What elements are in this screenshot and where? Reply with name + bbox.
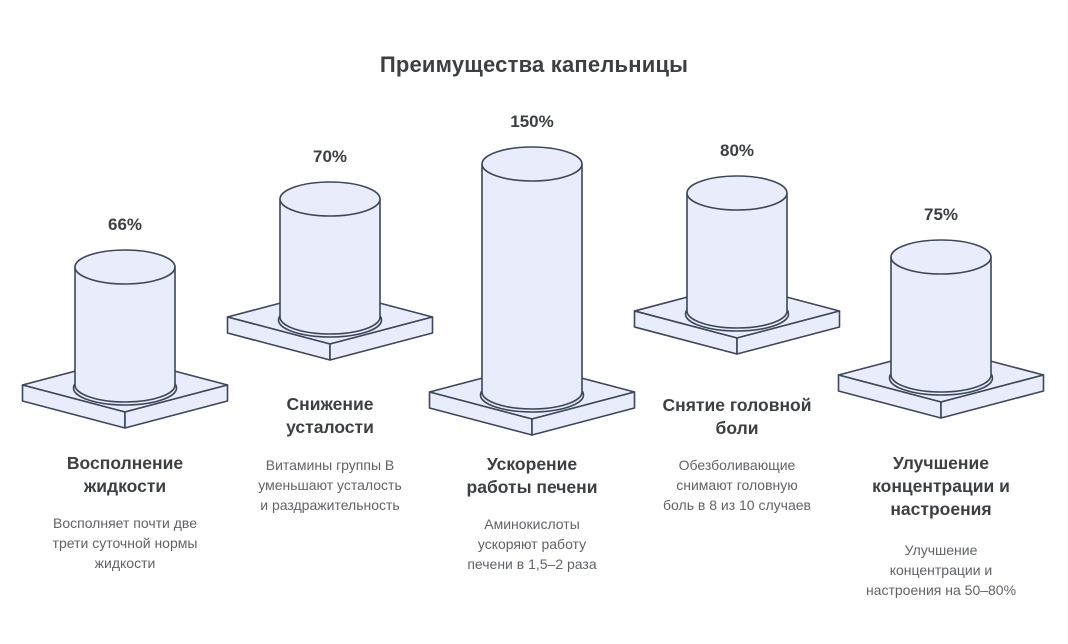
- benefit-title: Снижение усталости: [286, 394, 374, 437]
- cylinder-pedestal-figure: [632, 173, 842, 356]
- pedestal-right-face: [124, 384, 229, 429]
- pedestal-right-face: [940, 374, 1045, 419]
- cylinder-top-face: [686, 175, 788, 211]
- benefit-description: Восполняет почти две трети суточной норм…: [52, 515, 198, 571]
- cylinder-top-face: [74, 249, 176, 285]
- benefit-title: Снятие головной боли: [662, 395, 812, 438]
- cylinder-top-face: [890, 239, 992, 275]
- value-label: 150%: [510, 112, 554, 131]
- value-label: 75%: [923, 205, 959, 224]
- benefit-description: Витамины группы В уменьшают усталость и …: [258, 457, 402, 513]
- cylinder-body: [279, 198, 381, 335]
- cylinder-body: [481, 163, 583, 410]
- value-label: 70%: [312, 147, 348, 166]
- cylinder-body: [890, 256, 992, 393]
- benefit-description: Улучшение концентрации и настроения на 5…: [865, 542, 1017, 598]
- page-title: Преимущества капельницы: [379, 52, 689, 77]
- value-label: 80%: [719, 141, 755, 160]
- pedestal-right-face: [531, 391, 636, 436]
- pedestal-right-face: [736, 310, 841, 355]
- benefit-title: Улучшение концентрации и настроения: [872, 453, 1010, 519]
- benefit-description: Аминокислоты ускоряют работу печени в 1,…: [467, 516, 597, 572]
- value-label: 66%: [107, 215, 143, 234]
- cylinder-body: [74, 266, 176, 403]
- cylinder-pedestal-figure: [836, 237, 1046, 420]
- cylinder-body: [686, 192, 788, 329]
- cylinder-pedestal-figure: [20, 247, 230, 430]
- cylinder-top-face: [279, 181, 381, 217]
- cylinder-top-face: [481, 146, 583, 182]
- benefit-title: Восполнение жидкости: [66, 453, 184, 496]
- pedestal-right-face: [329, 316, 434, 361]
- cylinder-pedestal-figure: [225, 179, 435, 362]
- benefit-title: Ускорение работы печени: [466, 454, 598, 497]
- benefit-description: Обезболивающие снимают головную боль в 8…: [663, 457, 811, 513]
- cylinder-pedestal-figure: [427, 144, 637, 437]
